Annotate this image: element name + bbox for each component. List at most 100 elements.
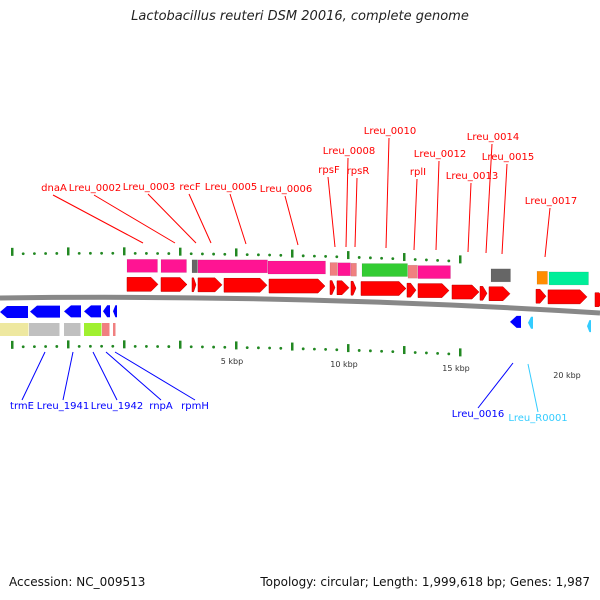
major-tick — [179, 340, 182, 349]
label-leader-line — [354, 177, 358, 248]
gene-label: Lreu_0013 — [446, 171, 498, 182]
gene-label: Lreu_1942 — [91, 401, 143, 412]
gene-category-box — [191, 259, 198, 274]
reverse-gene-arrow — [0, 306, 28, 318]
gene-category-box — [113, 323, 116, 336]
gene-category-box — [536, 271, 548, 285]
reverse-gene-arrow — [103, 305, 110, 318]
forward-gene-arrow — [360, 281, 407, 296]
reverse-gene-arrow — [587, 320, 591, 333]
gene-label: Lreu_0016 — [452, 409, 504, 420]
minor-tick — [380, 349, 383, 353]
minor-tick — [201, 252, 204, 256]
minor-tick — [357, 256, 361, 259]
minor-tick — [145, 252, 148, 255]
minor-tick — [189, 345, 193, 349]
minor-tick — [111, 344, 115, 348]
forward-gene-arrow — [547, 289, 588, 305]
gene-category-box — [337, 262, 351, 277]
label-leader-line — [385, 137, 390, 249]
forward-gene-arrow — [191, 277, 197, 293]
label-leader-line — [284, 195, 299, 246]
gene-label: Lreu_1941 — [37, 401, 89, 412]
gene-category-box — [329, 262, 338, 276]
label-leader-line — [21, 351, 46, 401]
minor-tick — [257, 253, 260, 257]
minor-tick — [268, 346, 271, 350]
major-tick — [403, 253, 406, 262]
forward-gene-arrow — [223, 277, 268, 293]
major-tick — [459, 255, 462, 264]
gene-category-box — [84, 323, 102, 336]
gene-category-box — [126, 259, 158, 273]
forward-gene-arrow — [336, 280, 350, 296]
major-tick — [347, 344, 350, 353]
gene-category-box — [29, 323, 60, 336]
minor-tick — [301, 254, 305, 258]
minor-tick — [313, 347, 316, 351]
label-leader-line — [477, 362, 514, 409]
label-leader-line — [485, 143, 493, 254]
label-leader-line — [92, 351, 118, 401]
scale-label: 10 kbp — [330, 360, 358, 369]
gene-label: rpsR — [347, 166, 370, 177]
gene-category-box — [350, 262, 357, 277]
minor-tick — [335, 348, 339, 352]
minor-tick — [89, 251, 92, 255]
label-leader-line — [114, 351, 196, 401]
minor-tick — [245, 346, 249, 350]
major-tick — [235, 341, 238, 350]
minor-tick — [145, 345, 148, 348]
label-leader-line — [147, 193, 197, 244]
forward-gene-arrow — [479, 286, 488, 301]
major-tick — [67, 340, 70, 349]
forward-gene-arrow — [406, 282, 417, 298]
minor-tick — [156, 252, 160, 255]
label-leader-line — [62, 351, 74, 401]
gene-label: trmE — [10, 401, 34, 412]
major-tick — [235, 248, 238, 257]
label-leader-line — [52, 194, 144, 244]
reverse-gene-arrow — [510, 315, 521, 328]
forward-gene-arrow — [268, 278, 326, 294]
gene-label: recF — [179, 182, 201, 193]
minor-tick — [413, 258, 417, 261]
accession-label: Accession: NC_009513 — [9, 575, 146, 589]
forward-gene-arrow — [417, 283, 450, 298]
gene-label: Lreu_0010 — [364, 126, 416, 137]
major-tick — [291, 342, 294, 351]
minor-tick — [100, 344, 103, 348]
genome-backbone — [0, 294, 600, 316]
gene-label: rnpA — [149, 401, 173, 412]
minor-tick — [301, 347, 305, 351]
major-tick — [459, 348, 462, 357]
minor-tick — [33, 345, 36, 349]
minor-tick — [245, 253, 249, 257]
forward-gene-arrow — [594, 292, 600, 307]
gene-label: rpmH — [181, 401, 209, 412]
reverse-gene-arrow — [84, 305, 101, 318]
label-leader-line — [93, 194, 176, 244]
forward-gene-arrow — [488, 286, 511, 302]
gene-category-box — [64, 323, 81, 336]
genome-summary: Topology: circular; Length: 1,999,618 bp… — [260, 575, 590, 589]
minor-tick — [380, 256, 383, 260]
label-leader-line — [105, 351, 162, 401]
minor-tick — [436, 351, 439, 355]
minor-tick — [425, 258, 428, 262]
forward-gene-arrow — [126, 277, 159, 292]
major-tick — [291, 249, 294, 258]
minor-tick — [212, 345, 216, 349]
label-leader-line — [501, 163, 508, 255]
minor-tick — [279, 346, 283, 350]
minor-tick — [223, 252, 227, 256]
forward-gene-arrow — [451, 284, 480, 300]
minor-tick — [324, 348, 327, 351]
reverse-gene-arrow — [113, 305, 117, 318]
forward-gene-arrow — [160, 277, 188, 292]
minor-tick — [77, 344, 81, 348]
label-leader-line — [188, 193, 212, 244]
minor-tick — [100, 251, 103, 255]
gene-label: Lreu_0003 — [123, 182, 175, 193]
genome-title: Lactobacillus reuteri DSM 20016, complet… — [131, 9, 469, 24]
